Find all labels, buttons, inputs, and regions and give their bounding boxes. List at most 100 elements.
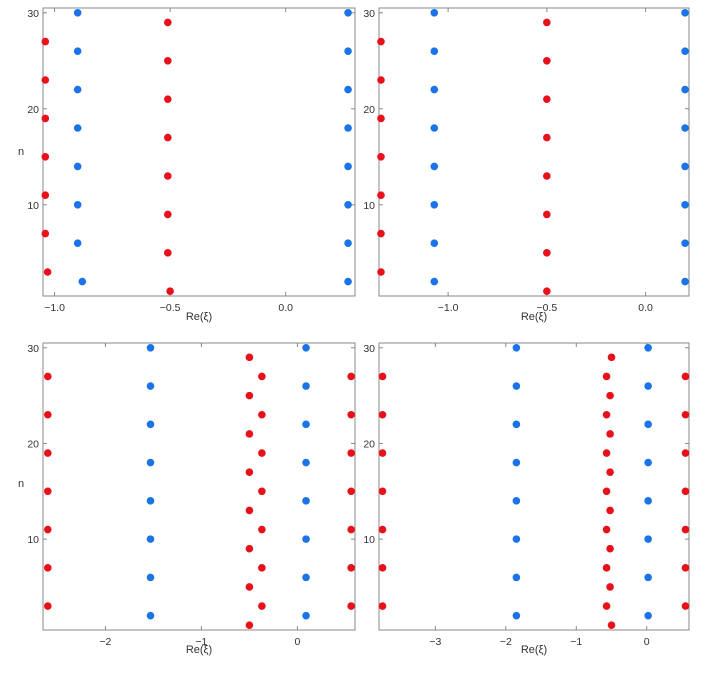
y-tick-label: 10 [27, 200, 39, 212]
data-point-red [258, 525, 266, 534]
data-point-red [164, 210, 172, 219]
y-tick-label: 10 [27, 534, 39, 546]
data-point-blue [644, 420, 652, 429]
data-point-red [245, 353, 254, 362]
data-point-blue [644, 458, 652, 467]
plot-frame [42, 7, 356, 297]
data-point-red [602, 487, 611, 496]
y-axis-label: n [18, 478, 24, 490]
plot-panel-3: −2 −1 0 10 20 30 n Re(ξ) [18, 342, 356, 656]
data-point-blue [73, 162, 82, 171]
data-point-red [378, 602, 387, 610]
data-point-blue [430, 124, 439, 132]
data-point-blue [344, 47, 352, 55]
data-point-blue [512, 343, 521, 352]
plot-panel-4: −3 −2 −1 0 10 20 30 Re(ξ) [363, 342, 690, 656]
data-point-red [44, 525, 52, 534]
x-tick-label: −2 [500, 636, 512, 648]
y-tick-label: 20 [27, 104, 39, 116]
data-point-red [602, 410, 611, 419]
data-point-blue [73, 201, 82, 209]
data-point-red [41, 229, 50, 238]
data-point-blue [344, 85, 352, 94]
data-point-red [347, 410, 355, 419]
data-point-blue [302, 573, 310, 582]
data-point-red [378, 487, 387, 496]
x-tick-label: 0.0 [638, 302, 653, 314]
data-point-red [602, 449, 611, 457]
x-tick-label: 0 [644, 636, 650, 648]
plot-frame [42, 342, 356, 631]
data-point-blue [146, 611, 155, 620]
data-point-blue [344, 277, 352, 286]
data-point-blue [430, 201, 439, 209]
data-point-red [377, 37, 385, 46]
data-point-red [44, 372, 52, 381]
data-point-blue [73, 85, 82, 94]
x-tick-label: 0.0 [278, 302, 293, 314]
data-point-blue [302, 343, 310, 352]
data-point-red [543, 95, 551, 103]
data-point-blue [644, 611, 652, 620]
data-point-blue [302, 382, 310, 390]
data-point-blue [302, 611, 310, 620]
data-point-red [378, 410, 387, 419]
data-point-blue [344, 124, 352, 132]
plot-panel-1: −1.0 −0.5 0.0 10 20 30 n [18, 7, 356, 314]
data-point-blue [430, 239, 439, 247]
data-point-red [377, 114, 385, 123]
data-point-red [258, 487, 266, 496]
data-point-red [44, 449, 52, 457]
plot-panel-2: −1.0 −0.5 0.0 10 20 30 [363, 7, 690, 314]
data-point-red [258, 410, 266, 419]
data-point-blue [681, 124, 689, 132]
data-point-red [347, 372, 355, 381]
data-point-red [44, 487, 52, 496]
data-point-red [43, 268, 52, 276]
data-point-red [41, 37, 50, 46]
data-point-red [607, 621, 616, 630]
y-axis-label: n [18, 146, 24, 158]
data-point-red [258, 564, 266, 572]
data-point-red [543, 210, 551, 219]
data-point-red [41, 153, 50, 161]
data-point-red [166, 287, 174, 296]
data-point-blue [681, 277, 689, 286]
data-point-blue [73, 124, 82, 132]
data-point-red [681, 449, 690, 457]
y-tick-label: 20 [27, 438, 39, 450]
data-point-red [347, 525, 355, 534]
y-tick-label: 20 [363, 104, 375, 116]
data-point-blue [73, 47, 82, 55]
data-point-red [164, 172, 172, 180]
data-point-blue [644, 497, 652, 505]
y-tick-label: 20 [363, 438, 375, 450]
data-point-red [606, 506, 614, 515]
data-point-blue [430, 47, 439, 55]
data-point-blue [344, 162, 352, 171]
data-point-red [602, 564, 611, 572]
data-point-red [681, 372, 690, 381]
data-point-red [606, 430, 614, 438]
x-tick-label: −1 [195, 636, 207, 648]
x-tick-label: −3 [429, 636, 441, 648]
data-point-blue [302, 535, 310, 543]
data-point-blue [146, 458, 155, 467]
x-axis-label: Re(ξ) [186, 644, 212, 656]
data-point-blue [302, 497, 310, 505]
data-point-red [543, 249, 551, 257]
y-tick-label: 10 [363, 534, 375, 546]
data-point-red [543, 287, 551, 296]
data-point-blue [681, 85, 689, 94]
data-point-blue [512, 382, 521, 390]
data-point-blue [512, 535, 521, 543]
x-tick-label: −0.5 [160, 302, 181, 314]
data-point-red [377, 153, 385, 161]
data-point-blue [78, 277, 87, 286]
data-point-blue [512, 420, 521, 429]
data-point-red [258, 602, 266, 610]
data-point-red [607, 353, 616, 362]
data-point-blue [644, 343, 652, 352]
data-point-blue [512, 458, 521, 467]
